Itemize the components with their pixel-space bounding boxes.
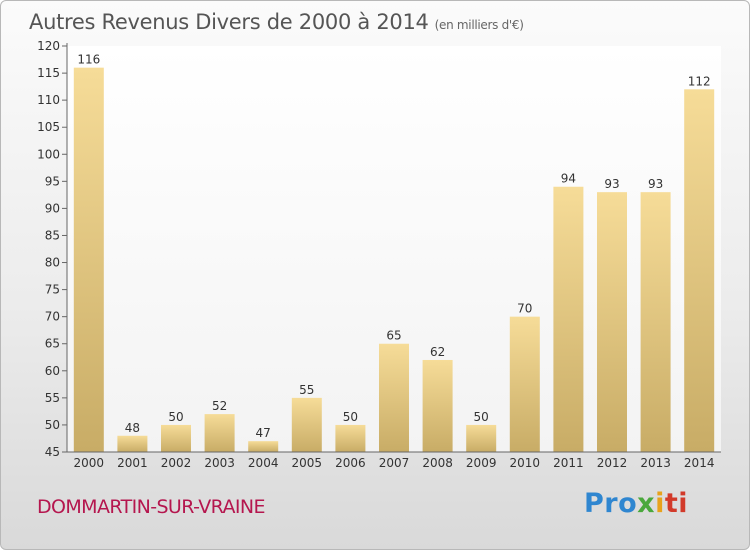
bar-2004 (248, 441, 279, 452)
bar-2013 (640, 192, 671, 452)
y-tick-80: 80 (45, 256, 60, 270)
x-tick-2014: 2014 (684, 456, 715, 470)
bar-2000 (73, 67, 104, 453)
data-label-2003: 52 (212, 399, 227, 413)
bar-2009 (466, 424, 497, 452)
x-tick-2010: 2010 (510, 456, 541, 470)
bar-2002 (161, 424, 191, 452)
x-tick-2007: 2007 (379, 456, 410, 470)
bar-2007 (379, 343, 409, 452)
logo-part-3: i (655, 488, 665, 519)
bar-2003 (204, 414, 235, 452)
bar-2005 (291, 397, 322, 452)
data-label-2001: 48 (125, 421, 140, 435)
y-tick-50: 50 (45, 418, 60, 432)
data-label-2013: 93 (648, 177, 663, 191)
y-tick-115: 115 (37, 66, 60, 80)
x-tick-2002: 2002 (161, 456, 192, 470)
city-name: DOMMARTIN-SUR-VRAINE (37, 496, 265, 518)
bar-2008 (422, 359, 453, 452)
chart-unit: (en milliers d'€) (434, 18, 524, 32)
y-tick-45: 45 (45, 445, 60, 459)
data-label-2010: 70 (517, 302, 532, 316)
data-label-2008: 62 (430, 345, 445, 359)
bar-2012 (597, 192, 627, 452)
y-tick-70: 70 (45, 310, 60, 324)
data-label-2000: 116 (77, 53, 100, 67)
chart-title: Autres Revenus Divers de 2000 à 2014 (en … (29, 10, 524, 34)
data-label-2014: 112 (688, 74, 711, 88)
data-label-2007: 65 (386, 329, 401, 343)
proxiti-logo: Proxiti (584, 488, 688, 519)
x-tick-2003: 2003 (204, 456, 235, 470)
y-tick-120: 120 (37, 39, 60, 53)
x-tick-2005: 2005 (292, 456, 323, 470)
chart-title-text: Autres Revenus Divers de 2000 à 2014 (29, 10, 429, 34)
y-tick-95: 95 (45, 174, 60, 188)
x-tick-2008: 2008 (422, 456, 453, 470)
data-label-2009: 50 (474, 410, 489, 424)
y-tick-75: 75 (45, 283, 60, 297)
y-tick-90: 90 (45, 201, 60, 215)
data-label-2005: 55 (299, 383, 314, 397)
x-tick-2012: 2012 (597, 456, 628, 470)
data-label-2011: 94 (561, 172, 576, 186)
x-tick-2009: 2009 (466, 456, 497, 470)
x-tick-2006: 2006 (335, 456, 366, 470)
data-label-2004: 47 (256, 426, 271, 440)
bar-2001 (117, 435, 148, 452)
data-label-2002: 50 (168, 410, 183, 424)
bar-2014 (684, 89, 715, 452)
x-tick-2011: 2011 (553, 456, 584, 470)
logo-part-4: ti (664, 488, 689, 519)
data-label-2006: 50 (343, 410, 358, 424)
y-tick-105: 105 (37, 120, 60, 134)
y-tick-110: 110 (37, 93, 60, 107)
x-tick-2013: 2013 (640, 456, 671, 470)
logo-part-1: Pro (584, 488, 638, 519)
y-tick-60: 60 (45, 364, 60, 378)
bar-2010 (509, 316, 540, 452)
y-tick-65: 65 (45, 337, 60, 351)
x-tick-2001: 2001 (117, 456, 148, 470)
y-tick-100: 100 (37, 147, 60, 161)
y-tick-85: 85 (45, 228, 60, 242)
bar-2011 (553, 186, 584, 452)
x-tick-2000: 2000 (74, 456, 105, 470)
data-label-2012: 93 (604, 177, 619, 191)
logo-part-2: x (637, 488, 656, 519)
bar-2006 (335, 424, 366, 452)
x-tick-2004: 2004 (248, 456, 279, 470)
y-tick-55: 55 (45, 391, 60, 405)
